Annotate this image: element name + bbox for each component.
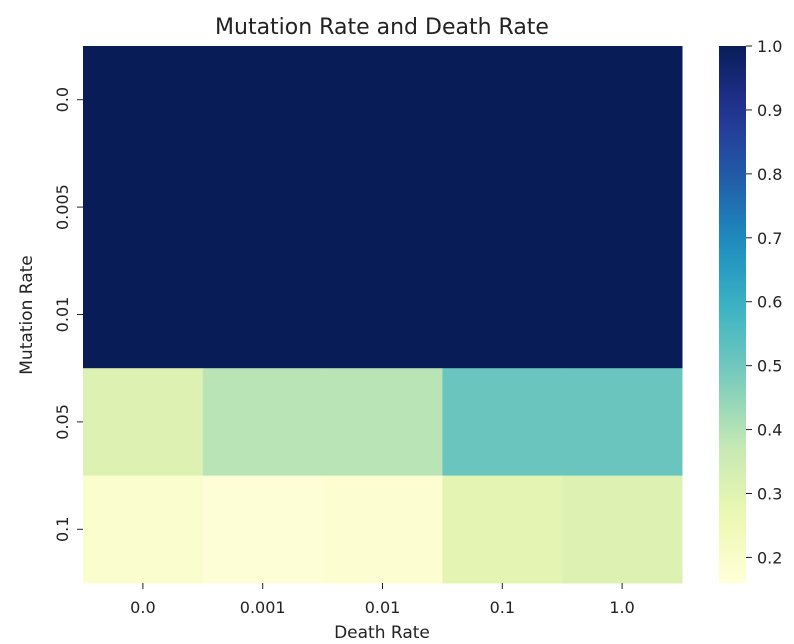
heatmap-cell [442, 368, 563, 477]
heatmap-cell [562, 46, 683, 154]
y-tick-label: 0.01 [53, 297, 72, 333]
y-tick-label: 0.1 [53, 517, 72, 542]
heatmap-cell [442, 46, 563, 154]
y-tick-label: 0.005 [53, 184, 72, 230]
chart-title: Mutation Rate and Death Rate [215, 15, 549, 40]
heatmap-cell [562, 475, 683, 584]
colorbar-tick-label: 0.7 [757, 229, 782, 248]
heatmap-cell [83, 260, 204, 369]
y-axis-label: Mutation Rate [17, 255, 37, 374]
heatmap-cell [83, 46, 204, 154]
heatmap-cell [562, 368, 683, 477]
colorbar-tick-label: 0.6 [757, 293, 782, 312]
colorbar-tick-label: 0.8 [757, 165, 782, 184]
x-tick-label: 0.0 [130, 598, 155, 617]
x-tick-label: 0.1 [490, 598, 515, 617]
heatmap-cell [322, 475, 443, 584]
heatmap-cell [442, 153, 563, 262]
colorbar-tick-label: 1.0 [757, 37, 782, 56]
heatmap-cell [322, 260, 443, 369]
x-tick-label: 0.01 [365, 598, 401, 617]
heatmap-cell [202, 260, 324, 369]
x-axis: 0.0 0.001 0.01 0.1 1.0 [130, 583, 635, 617]
heatmap-cell [202, 153, 324, 262]
x-tick-label: 1.0 [609, 598, 634, 617]
heatmap-cell [562, 260, 683, 369]
colorbar-tick-label: 0.2 [757, 548, 782, 567]
heatmap-cell [202, 46, 324, 154]
x-axis-label: Death Rate [334, 623, 430, 643]
heatmap-cell [83, 475, 204, 584]
colorbar-tick-label: 0.9 [757, 101, 782, 120]
heatmap-cell [202, 368, 324, 477]
heatmap-cell [442, 475, 563, 584]
colorbar-tick-label: 0.5 [757, 357, 782, 376]
heatmap-cell [562, 153, 683, 262]
heatmap-cell [83, 368, 204, 477]
colorbar-gradient [719, 46, 746, 583]
colorbar: 0.2 0.3 0.4 0.5 0.6 0.7 0.8 0.9 1.0 [719, 37, 782, 583]
y-axis: 0.0 0.005 0.01 0.05 0.1 [53, 87, 83, 542]
heatmap-cells [83, 46, 683, 584]
heatmap-cell [442, 260, 563, 369]
heatmap-cell [322, 153, 443, 262]
heatmap-cell [322, 368, 443, 477]
colorbar-tick-label: 0.4 [757, 421, 782, 440]
y-tick-label: 0.05 [53, 404, 72, 440]
heatmap-cell [83, 153, 204, 262]
colorbar-tick-label: 0.3 [757, 485, 782, 504]
x-tick-label: 0.001 [240, 598, 286, 617]
heatmap-cell [322, 46, 443, 154]
heatmap-cell [202, 475, 324, 584]
y-tick-label: 0.0 [53, 87, 72, 112]
